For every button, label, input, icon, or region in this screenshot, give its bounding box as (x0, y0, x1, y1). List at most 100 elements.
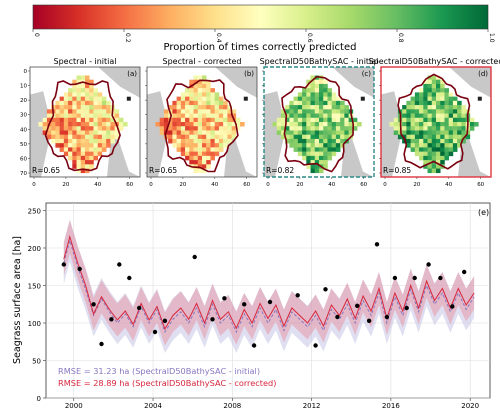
map-cell (89, 122, 94, 127)
map-cell (410, 126, 416, 131)
map-cell (306, 109, 311, 114)
map-cell (335, 96, 341, 102)
map-cell (46, 117, 52, 123)
map-cell (306, 117, 311, 123)
map-cell (293, 134, 299, 140)
map-cell (89, 155, 94, 161)
map-cell (55, 122, 60, 127)
map-cell (457, 138, 462, 144)
observation-point (426, 262, 431, 267)
map-cell (423, 105, 428, 110)
map-cell (68, 109, 73, 114)
map-cell (285, 126, 290, 131)
map-cell (218, 117, 224, 123)
map-cell (180, 138, 186, 144)
map-cell (176, 96, 182, 102)
map-cell (323, 122, 328, 127)
map-cell (414, 138, 420, 144)
map-cell (414, 130, 420, 135)
map-cell (193, 168, 199, 174)
map-cell (231, 113, 237, 119)
map-cell (193, 117, 199, 123)
map-cell (193, 155, 199, 161)
map-cell (293, 117, 299, 123)
map-cell (193, 138, 199, 144)
map-cell (440, 126, 445, 131)
map-cell (55, 126, 60, 131)
panel-letter-e: (e) (478, 208, 489, 217)
map-cell (414, 143, 420, 148)
map-cell (276, 122, 282, 127)
map-cell (59, 147, 65, 152)
map-cell (80, 143, 86, 148)
map-cell (440, 117, 445, 123)
map-cell (218, 122, 224, 127)
map-cell (218, 134, 224, 140)
map-cell (436, 151, 441, 157)
map-cell (51, 130, 56, 135)
map-cell (427, 96, 433, 102)
map-cell (172, 138, 177, 144)
map-cell (93, 88, 98, 93)
map-cell (193, 134, 199, 140)
map-cell (431, 130, 437, 135)
map-cell (310, 168, 316, 174)
map-cell (97, 147, 103, 152)
map-cell (352, 122, 358, 127)
map-cell (410, 109, 416, 114)
map-cell (436, 164, 441, 169)
map-cell (302, 138, 307, 144)
map-cell (176, 130, 182, 135)
map-cell (93, 130, 98, 135)
map-cell (55, 130, 60, 135)
map-cell (340, 100, 345, 106)
map-cell (431, 147, 437, 152)
map-cell (448, 143, 454, 148)
map-x-tick-label: 20 (413, 182, 420, 188)
station-marker (477, 96, 482, 101)
map-cell (202, 113, 207, 119)
map-cell (97, 134, 103, 140)
map-cell (76, 79, 82, 85)
map-cell (406, 126, 411, 131)
map-cell (314, 117, 320, 123)
map-x-tick-label: 20 (179, 182, 186, 188)
map-cell (323, 105, 328, 110)
map-cell (101, 105, 107, 110)
map-cell (206, 134, 211, 140)
map-cell (197, 168, 203, 174)
map-cell (76, 130, 82, 135)
map-cell (297, 122, 303, 127)
map-cell (202, 143, 207, 148)
map-cell (89, 147, 94, 152)
map-cell (436, 134, 441, 140)
colorbar-label: Proportion of times correctly predicted (164, 42, 357, 53)
map-cell (59, 113, 65, 119)
map-cell (159, 126, 165, 131)
map-cell (461, 126, 466, 131)
map-cell (319, 79, 324, 85)
map-cell (444, 134, 449, 140)
map-cell (97, 117, 103, 123)
map-cell (76, 117, 82, 123)
map-cell (85, 160, 90, 165)
map-cell (419, 100, 424, 106)
map-cell (327, 143, 332, 148)
map-cell (80, 88, 86, 93)
map-cell (302, 147, 307, 152)
colorbar: 0 0.2 0.4 0.6 0.8 1.0 Proportion of times cor… (32, 4, 495, 53)
map-cell (423, 143, 428, 148)
map-cell (168, 134, 173, 140)
map-cell (202, 79, 207, 85)
observation-point (404, 305, 409, 311)
map-cell (168, 122, 173, 127)
map-cell (406, 109, 411, 114)
map-cell (101, 134, 107, 140)
map-cell (431, 168, 437, 174)
map-panel-d: SpectralD50BathySAC - corrected (d) R=0.85… (369, 57, 500, 188)
map-cell (293, 96, 299, 102)
map-cell (180, 130, 186, 135)
map-cell (335, 100, 341, 106)
map-cell (302, 126, 307, 131)
observation-point (61, 262, 66, 267)
